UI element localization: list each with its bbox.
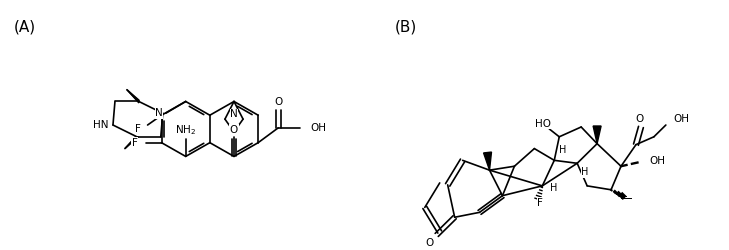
Text: F: F bbox=[135, 124, 141, 134]
Text: OH: OH bbox=[674, 114, 690, 124]
Text: OH: OH bbox=[310, 123, 326, 133]
Text: NH$_2$: NH$_2$ bbox=[175, 123, 196, 137]
Text: OH: OH bbox=[649, 156, 665, 166]
Polygon shape bbox=[125, 137, 139, 148]
Text: O: O bbox=[426, 238, 434, 248]
Text: O: O bbox=[636, 114, 644, 124]
Text: H: H bbox=[559, 146, 566, 156]
Text: HO: HO bbox=[535, 119, 551, 129]
Text: O: O bbox=[274, 98, 282, 108]
Polygon shape bbox=[483, 152, 491, 170]
Text: H: H bbox=[581, 167, 588, 177]
Polygon shape bbox=[593, 126, 601, 144]
Text: O: O bbox=[230, 125, 238, 135]
Text: (A): (A) bbox=[13, 19, 36, 34]
Text: HN: HN bbox=[93, 120, 109, 130]
Text: F: F bbox=[132, 138, 138, 148]
Text: H: H bbox=[550, 183, 558, 193]
Polygon shape bbox=[127, 90, 139, 103]
Text: N: N bbox=[230, 109, 238, 119]
Text: (B): (B) bbox=[395, 19, 417, 34]
Text: N: N bbox=[155, 108, 163, 118]
Text: F: F bbox=[537, 198, 543, 208]
